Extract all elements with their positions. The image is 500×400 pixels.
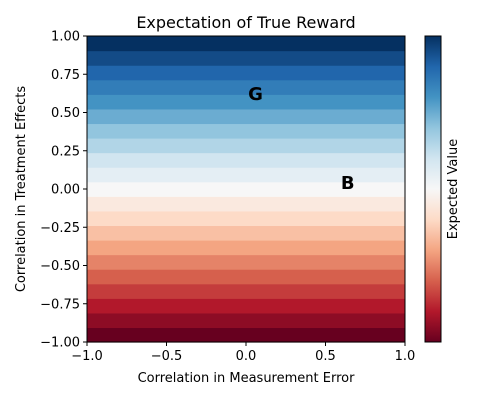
- y-tick-label: 0.50: [51, 106, 80, 121]
- heatmap-row: [87, 167, 405, 183]
- x-tick-label: −1.0: [71, 349, 103, 364]
- heatmap-row: [87, 65, 405, 81]
- heatmap-cells: [87, 36, 405, 343]
- y-tick-label: 1.00: [51, 30, 80, 45]
- y-tick-label: −1.00: [40, 336, 80, 351]
- heatmap-row: [87, 283, 405, 299]
- heatmap-row: [87, 240, 405, 256]
- heatmap-row: [87, 138, 405, 154]
- y-axis-label: Correlation in Treatment Effects: [14, 86, 29, 292]
- y-tick-label: −0.50: [40, 259, 80, 274]
- heatmap-row: [87, 50, 405, 66]
- y-tick-label: 0.00: [51, 183, 80, 198]
- heatmap-row: [87, 94, 405, 110]
- heatmap-row: [87, 312, 405, 329]
- point-label-b: B: [341, 173, 355, 194]
- y-tick-label: 0.75: [51, 68, 80, 83]
- x-axis-ticks: −1.0 −0.5 0.0 0.5 1.0: [71, 342, 415, 364]
- heatmap-row: [87, 123, 405, 139]
- colorbar: [424, 35, 442, 343]
- heatmap-row: [87, 36, 405, 52]
- heatmap-row: [87, 327, 405, 343]
- y-tick-label: −0.75: [40, 297, 80, 312]
- heatmap-row: [87, 298, 405, 314]
- heatmap-row: [87, 108, 405, 125]
- x-axis-label: Correlation in Measurement Error: [138, 371, 356, 386]
- x-tick-label: 1.0: [395, 349, 416, 364]
- y-tick-label: −0.25: [40, 221, 80, 236]
- point-annotations: GB: [248, 84, 354, 194]
- heatmap-row: [87, 181, 405, 197]
- heatmap-row: [87, 254, 405, 270]
- colorbar-label: Expected Value: [446, 139, 461, 239]
- heatmap-row: [87, 225, 405, 241]
- heatmap-row: [87, 210, 405, 227]
- point-label-g: G: [248, 84, 263, 105]
- x-tick-label: 0.0: [236, 349, 257, 364]
- chart-title: Expectation of True Reward: [136, 13, 355, 32]
- heatmap-row: [87, 152, 405, 168]
- heatmap-row: [87, 79, 405, 95]
- y-tick-label: 0.25: [51, 144, 80, 159]
- heatmap-row: [87, 269, 405, 285]
- heatmap-row: [87, 196, 405, 212]
- x-tick-label: −0.5: [151, 349, 183, 364]
- x-tick-label: 0.5: [315, 349, 336, 364]
- y-axis-ticks: −1.00 −0.75 −0.50 −0.25 0.00 0.25 0.50 0.75 1.00: [40, 30, 87, 351]
